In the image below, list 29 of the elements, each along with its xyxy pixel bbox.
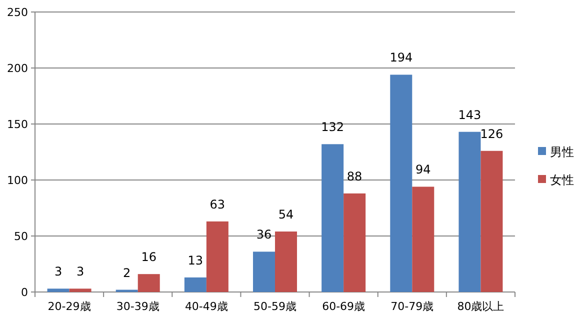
data-label: 36 [256,228,272,242]
data-label: 16 [141,250,156,264]
data-label: 3 [54,264,62,279]
data-label: 63 [210,197,226,212]
data-label: 143 [458,108,482,122]
xtick: 40-49歳 [184,300,228,313]
legend-label: 男性 [550,145,574,159]
xtick: 20-29歳 [48,300,91,313]
xtick: 50-59歳 [254,300,296,313]
ytick: 250 [7,6,28,19]
data-label: 54 [278,208,294,222]
data-label: 3 [76,264,84,279]
xtick: 30-39歳 [116,300,160,313]
data-label: 2 [123,266,131,280]
legend-label: 女性 [550,173,574,187]
data-label: 126 [480,126,504,141]
xtick: 70-79歳 [390,300,434,313]
data-label: 94 [416,162,431,177]
data-label: 13 [188,253,204,268]
xtick: 80歳以上 [457,300,504,313]
ytick: 150 [7,118,28,131]
xtick: 60-69歳 [322,300,366,313]
data-label: 88 [346,169,362,184]
ytick: 0 [21,286,28,299]
ytick: 200 [7,62,28,75]
data-label: 132 [321,120,344,134]
ytick: 50 [14,230,28,243]
data-label: 194 [390,50,413,65]
ytick: 100 [7,174,28,187]
